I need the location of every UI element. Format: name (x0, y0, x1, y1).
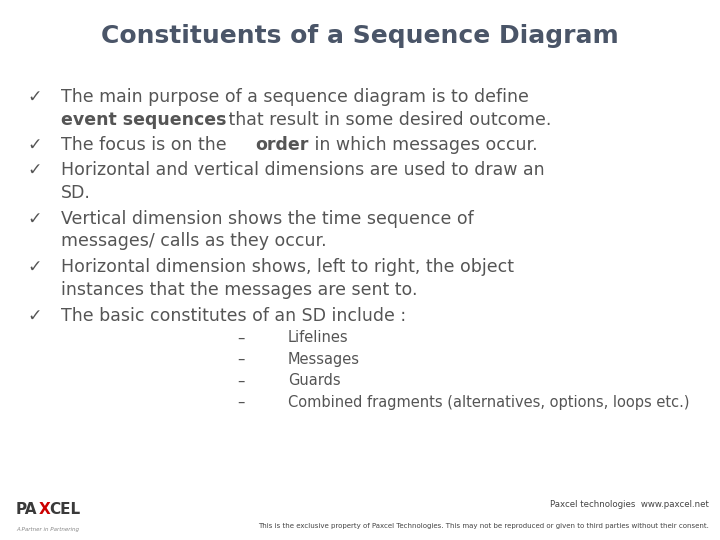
Text: Messages: Messages (288, 352, 360, 367)
Text: messages/ calls as they occur.: messages/ calls as they occur. (61, 232, 327, 251)
Text: Combined fragments (alternatives, options, loops etc.): Combined fragments (alternatives, option… (288, 395, 690, 410)
Text: –: – (238, 330, 245, 346)
Text: The focus is on the: The focus is on the (61, 136, 233, 154)
Text: CEL: CEL (49, 502, 80, 517)
Text: Vertical dimension shows the time sequence of: Vertical dimension shows the time sequen… (61, 210, 474, 228)
Text: This is the exclusive property of Paxcel Technologies. This may not be reproduce: This is the exclusive property of Paxcel… (258, 523, 709, 529)
Text: X: X (39, 502, 50, 517)
Text: instances that the messages are sent to.: instances that the messages are sent to. (61, 281, 418, 299)
Text: Constituents of a Sequence Diagram: Constituents of a Sequence Diagram (101, 24, 619, 48)
Text: ✓: ✓ (27, 210, 42, 228)
Text: ✓: ✓ (27, 161, 42, 179)
Text: Horizontal dimension shows, left to right, the object: Horizontal dimension shows, left to righ… (61, 258, 514, 276)
Text: Horizontal and vertical dimensions are used to draw an: Horizontal and vertical dimensions are u… (61, 161, 545, 179)
Text: –: – (238, 395, 245, 410)
Text: Lifelines: Lifelines (288, 330, 348, 346)
Text: PA: PA (16, 502, 37, 517)
Text: –: – (238, 352, 245, 367)
Text: –: – (238, 374, 245, 388)
Text: ✓: ✓ (27, 136, 42, 154)
Text: The main purpose of a sequence diagram is to define: The main purpose of a sequence diagram i… (61, 88, 529, 106)
Text: in which messages occur.: in which messages occur. (310, 136, 538, 154)
Text: SD.: SD. (61, 184, 91, 202)
Text: ✓: ✓ (27, 258, 42, 276)
Text: Paxcel technologies  www.paxcel.net: Paxcel technologies www.paxcel.net (550, 500, 709, 509)
Text: that result in some desired outcome.: that result in some desired outcome. (222, 111, 551, 129)
Text: The basic constitutes of an SD include :: The basic constitutes of an SD include : (61, 307, 406, 325)
Text: ✓: ✓ (27, 88, 42, 106)
Text: A Partner in Partnering: A Partner in Partnering (16, 526, 79, 531)
Text: event sequences: event sequences (61, 111, 227, 129)
Text: order: order (256, 136, 309, 154)
Text: Guards: Guards (288, 374, 341, 388)
Text: ✓: ✓ (27, 307, 42, 325)
